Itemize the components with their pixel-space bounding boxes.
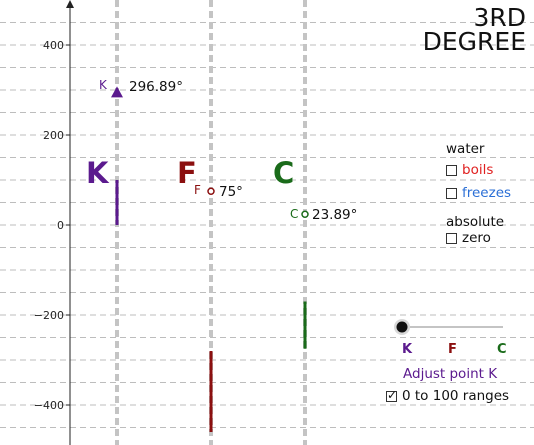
slider-legend-k: K — [402, 342, 413, 357]
boils-label: boils — [462, 162, 494, 178]
point-c-name: C — [290, 207, 299, 221]
slider-caption: Adjust point K — [403, 366, 498, 382]
freezes-checkbox-box[interactable] — [446, 187, 457, 199]
title-line-1: 3RD — [473, 3, 526, 32]
y-tick-label: 0 — [57, 219, 64, 232]
title-line-2: DEGREE — [422, 27, 526, 56]
zero-label: zero — [462, 230, 491, 246]
slider-legend-c: C — [497, 342, 507, 357]
y-tick-label: −200 — [34, 309, 64, 322]
ranges-checkbox-box[interactable] — [386, 388, 397, 402]
boils-checkbox-box[interactable] — [446, 164, 457, 176]
water-heading: water — [446, 141, 485, 157]
y-axis-arrow — [66, 0, 74, 8]
point-f-value: 75° — [219, 184, 243, 200]
scale-points — [111, 86, 309, 218]
point-f-name: F — [194, 183, 201, 197]
y-tick-label: 400 — [43, 39, 64, 52]
zero-checkbox-box[interactable] — [446, 232, 457, 244]
point-f-marker[interactable] — [207, 187, 215, 195]
ranges-label: 0 to 100 ranges — [402, 388, 510, 404]
y-tick-label: −400 — [34, 399, 64, 412]
slider-knob[interactable] — [396, 321, 408, 333]
boils-checkbox[interactable]: boils — [446, 162, 493, 178]
y-tick-label: 200 — [43, 129, 64, 142]
slider-legend-f: F — [448, 342, 457, 357]
celsius-letter: C — [273, 156, 295, 190]
horizontal-gridlines — [0, 22, 534, 428]
app-title: 3RD DEGREE — [422, 3, 526, 56]
point-c-value: 23.89° — [312, 207, 358, 223]
point-k-name: K — [99, 78, 107, 92]
freezes-label: freezes — [462, 185, 512, 201]
scale-segments — [115, 180, 307, 432]
ranges-checkbox[interactable]: 0 to 100 ranges — [386, 388, 509, 404]
absolute-heading: absolute — [446, 214, 505, 230]
kelvin-letter: K — [86, 156, 109, 190]
point-k-value: 296.89° — [129, 79, 183, 95]
point-k-marker[interactable] — [111, 86, 123, 98]
point-c-marker[interactable] — [301, 210, 309, 218]
y-axis-ticks: 400 200 0 −200 −400 — [34, 39, 70, 412]
zero-checkbox[interactable]: zero — [446, 230, 491, 246]
k-slider — [394, 319, 503, 335]
fahrenheit-letter: F — [177, 156, 197, 190]
freezes-checkbox[interactable]: freezes — [446, 185, 511, 201]
